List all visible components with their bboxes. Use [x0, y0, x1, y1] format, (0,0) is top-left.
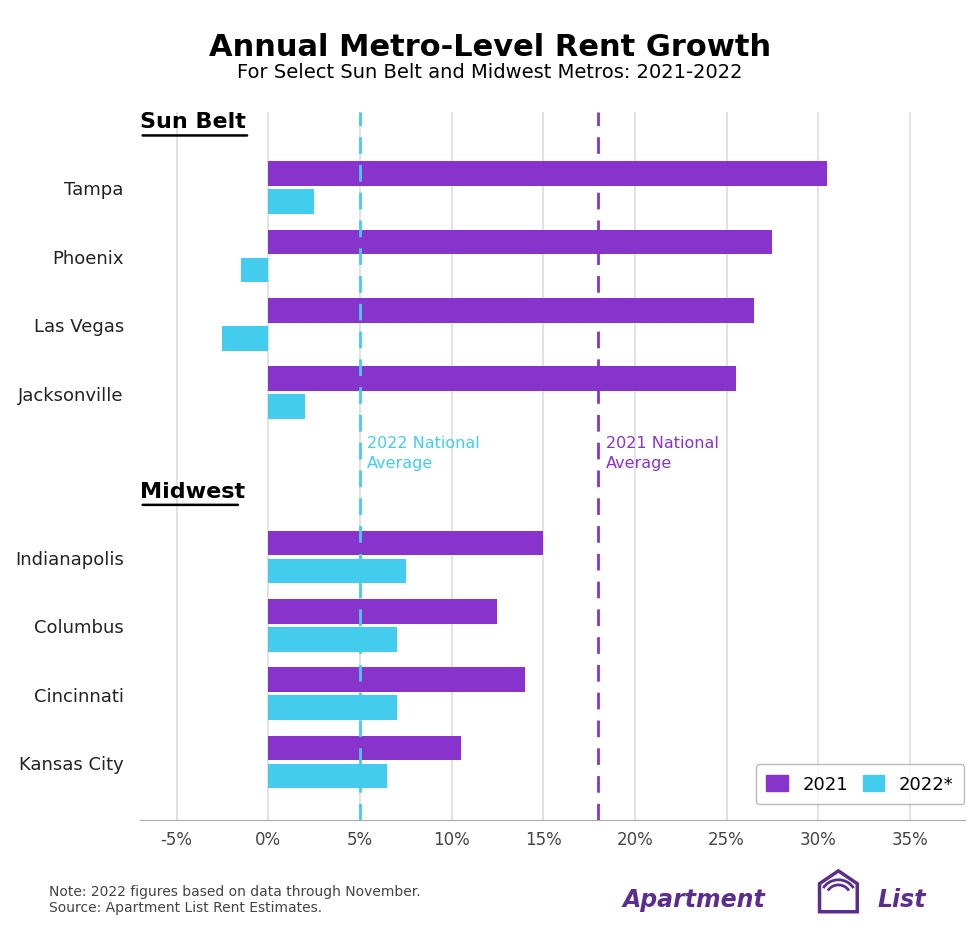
Text: List: List — [877, 887, 925, 911]
Bar — [269, 667, 525, 692]
Text: Sun Belt: Sun Belt — [140, 112, 246, 132]
Bar — [241, 258, 269, 283]
Text: 2022 National
Average: 2022 National Average — [368, 435, 480, 470]
Bar — [269, 190, 314, 214]
Bar — [269, 764, 387, 789]
Bar — [269, 299, 755, 323]
Bar — [269, 599, 498, 624]
Text: 2021 National
Average: 2021 National Average — [606, 435, 718, 470]
Bar — [269, 736, 461, 761]
Bar — [269, 627, 397, 651]
Text: Midwest: Midwest — [140, 482, 245, 501]
Bar — [269, 559, 406, 584]
Text: For Select Sun Belt and Midwest Metros: 2021-2022: For Select Sun Belt and Midwest Metros: … — [237, 63, 743, 82]
Text: Note: 2022 figures based on data through November.
Source: Apartment List Rent E: Note: 2022 figures based on data through… — [49, 883, 420, 914]
Bar — [222, 327, 269, 351]
Bar — [269, 230, 772, 255]
Legend: 2021, 2022*: 2021, 2022* — [756, 765, 964, 805]
Text: Apartment: Apartment — [622, 887, 765, 911]
Bar — [269, 531, 543, 556]
Bar — [269, 395, 305, 419]
Text: Annual Metro-Level Rent Growth: Annual Metro-Level Rent Growth — [209, 32, 771, 61]
Bar — [269, 696, 397, 720]
Bar — [269, 161, 827, 187]
Bar — [269, 367, 736, 392]
